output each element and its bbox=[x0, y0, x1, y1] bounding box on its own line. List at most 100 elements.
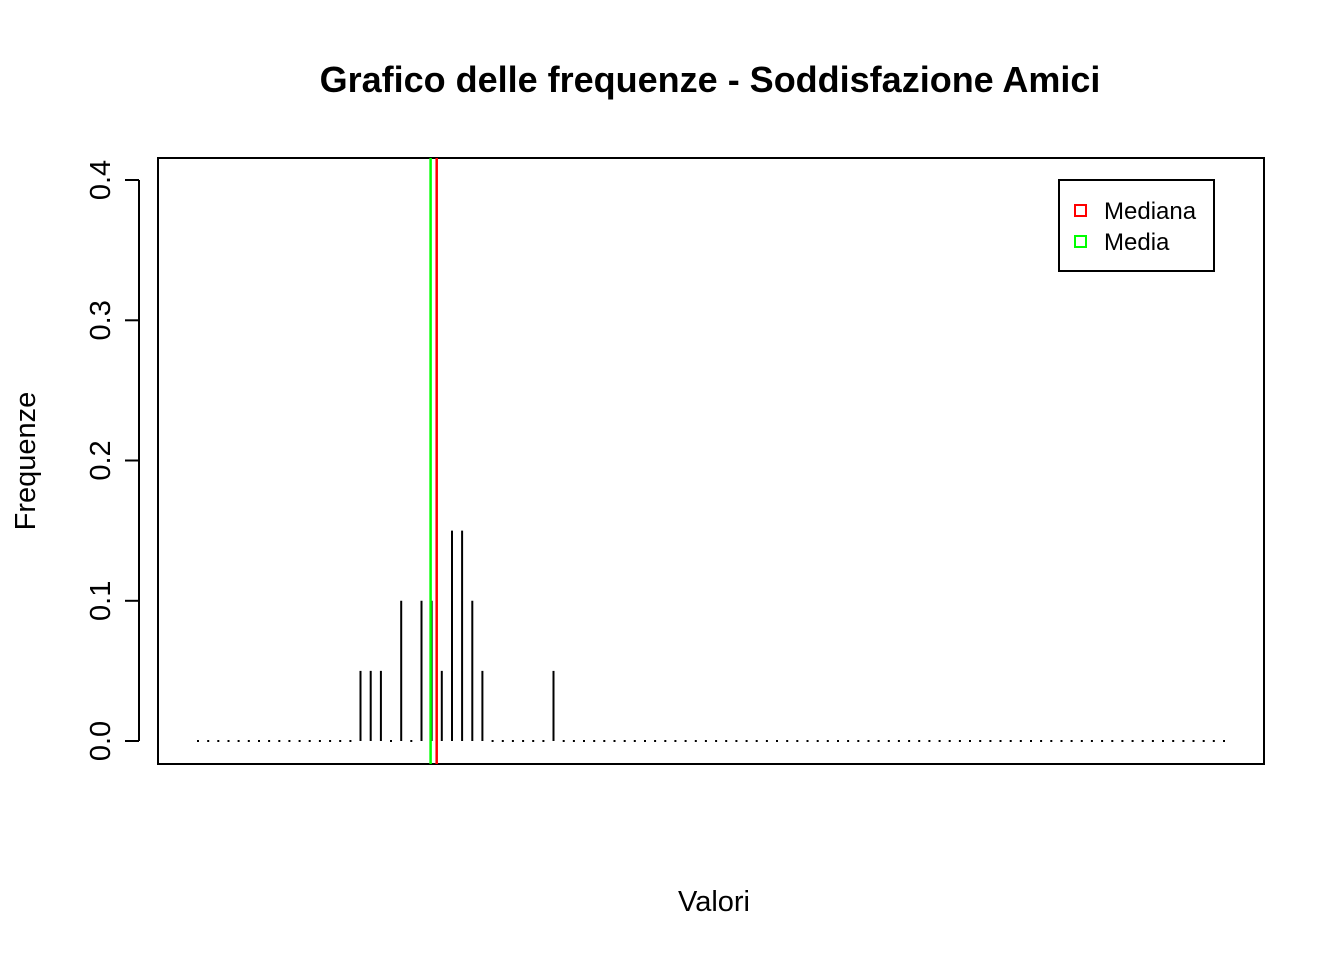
zero-point bbox=[217, 740, 220, 742]
zero-frequency-points bbox=[197, 740, 1225, 742]
zero-point bbox=[1141, 740, 1144, 742]
zero-point bbox=[867, 740, 870, 742]
legend-label-mediana: Mediana bbox=[1104, 198, 1197, 225]
zero-point bbox=[1192, 740, 1195, 742]
y-tick-label: 0.2 bbox=[85, 440, 117, 480]
zero-point bbox=[1030, 740, 1032, 742]
y-tick-label: 0.1 bbox=[85, 581, 117, 621]
zero-point bbox=[339, 740, 342, 742]
zero-point bbox=[745, 740, 748, 742]
zero-point bbox=[410, 740, 413, 742]
zero-point bbox=[765, 740, 768, 742]
zero-point bbox=[1050, 740, 1053, 742]
zero-point bbox=[583, 740, 585, 742]
zero-point bbox=[237, 740, 240, 742]
y-axis-label: Frequenze bbox=[10, 392, 42, 531]
zero-point bbox=[207, 740, 210, 742]
zero-point bbox=[857, 740, 860, 742]
zero-point bbox=[329, 740, 332, 742]
zero-point bbox=[572, 740, 575, 742]
x-axis-label: Valori bbox=[678, 886, 750, 918]
zero-point bbox=[1212, 740, 1215, 742]
zero-point bbox=[786, 740, 789, 742]
zero-point bbox=[542, 740, 545, 742]
zero-point bbox=[1070, 740, 1073, 742]
zero-point bbox=[298, 740, 301, 742]
zero-point bbox=[837, 740, 839, 742]
zero-point bbox=[1040, 740, 1043, 742]
zero-point bbox=[928, 740, 931, 742]
zero-point bbox=[796, 740, 799, 742]
zero-point bbox=[1060, 740, 1063, 742]
zero-point bbox=[1009, 740, 1012, 742]
zero-point bbox=[390, 740, 392, 742]
zero-point bbox=[1080, 740, 1083, 742]
zero-point bbox=[877, 740, 880, 742]
zero-point bbox=[247, 740, 250, 742]
zero-point bbox=[501, 740, 504, 742]
zero-point bbox=[694, 740, 697, 742]
zero-point bbox=[897, 740, 900, 742]
zero-point bbox=[318, 740, 321, 742]
legend-swatch-media bbox=[1074, 235, 1087, 248]
zero-point bbox=[704, 740, 707, 742]
zero-point bbox=[674, 740, 677, 742]
zero-point bbox=[1202, 740, 1205, 742]
zero-point bbox=[1090, 740, 1093, 742]
zero-point bbox=[918, 740, 921, 742]
chart-title: Grafico delle frequenze - Soddisfazione … bbox=[320, 59, 1101, 100]
zero-point bbox=[1121, 740, 1124, 742]
zero-point bbox=[491, 740, 494, 742]
zero-point bbox=[633, 740, 636, 742]
zero-point bbox=[623, 740, 626, 742]
zero-point bbox=[989, 740, 992, 742]
zero-point bbox=[755, 740, 758, 742]
zero-point bbox=[593, 740, 596, 742]
zero-point bbox=[613, 740, 616, 742]
zero-point bbox=[644, 740, 646, 742]
zero-point bbox=[1111, 740, 1114, 742]
zero-point bbox=[684, 740, 687, 742]
zero-point bbox=[806, 740, 809, 742]
zero-point bbox=[197, 740, 199, 742]
zero-point bbox=[847, 740, 850, 742]
zero-point bbox=[735, 740, 738, 742]
frequency-bars bbox=[359, 530, 555, 741]
zero-point bbox=[816, 740, 819, 742]
zero-point bbox=[1019, 740, 1022, 742]
zero-point bbox=[603, 740, 606, 742]
zero-point bbox=[654, 740, 657, 742]
zero-point bbox=[349, 740, 352, 742]
legend-swatch-mediana bbox=[1074, 204, 1087, 217]
zero-point bbox=[1223, 740, 1225, 742]
zero-point bbox=[522, 740, 525, 742]
y-tick-label: 0.0 bbox=[85, 721, 117, 761]
zero-point bbox=[958, 740, 961, 742]
zero-point bbox=[1182, 740, 1185, 742]
zero-point bbox=[288, 740, 291, 742]
legend: Mediana Media bbox=[1058, 179, 1215, 272]
zero-point bbox=[664, 740, 667, 742]
zero-point bbox=[511, 740, 514, 742]
zero-point bbox=[1162, 740, 1164, 742]
zero-point bbox=[979, 740, 982, 742]
zero-point bbox=[776, 740, 778, 742]
zero-point bbox=[1151, 740, 1154, 742]
legend-label-media: Media bbox=[1104, 229, 1170, 256]
zero-point bbox=[562, 740, 565, 742]
zero-point bbox=[258, 740, 260, 742]
zero-point bbox=[725, 740, 728, 742]
zero-point bbox=[887, 740, 890, 742]
zero-point bbox=[826, 740, 829, 742]
zero-point bbox=[1101, 740, 1104, 742]
y-tick-label: 0.3 bbox=[85, 300, 117, 340]
zero-point bbox=[278, 740, 281, 742]
zero-point bbox=[969, 740, 971, 742]
plot-frame bbox=[157, 157, 1265, 765]
zero-point bbox=[948, 740, 951, 742]
zero-point bbox=[938, 740, 941, 742]
zero-point bbox=[999, 740, 1002, 742]
zero-point bbox=[268, 740, 271, 742]
zero-point bbox=[1131, 740, 1134, 742]
